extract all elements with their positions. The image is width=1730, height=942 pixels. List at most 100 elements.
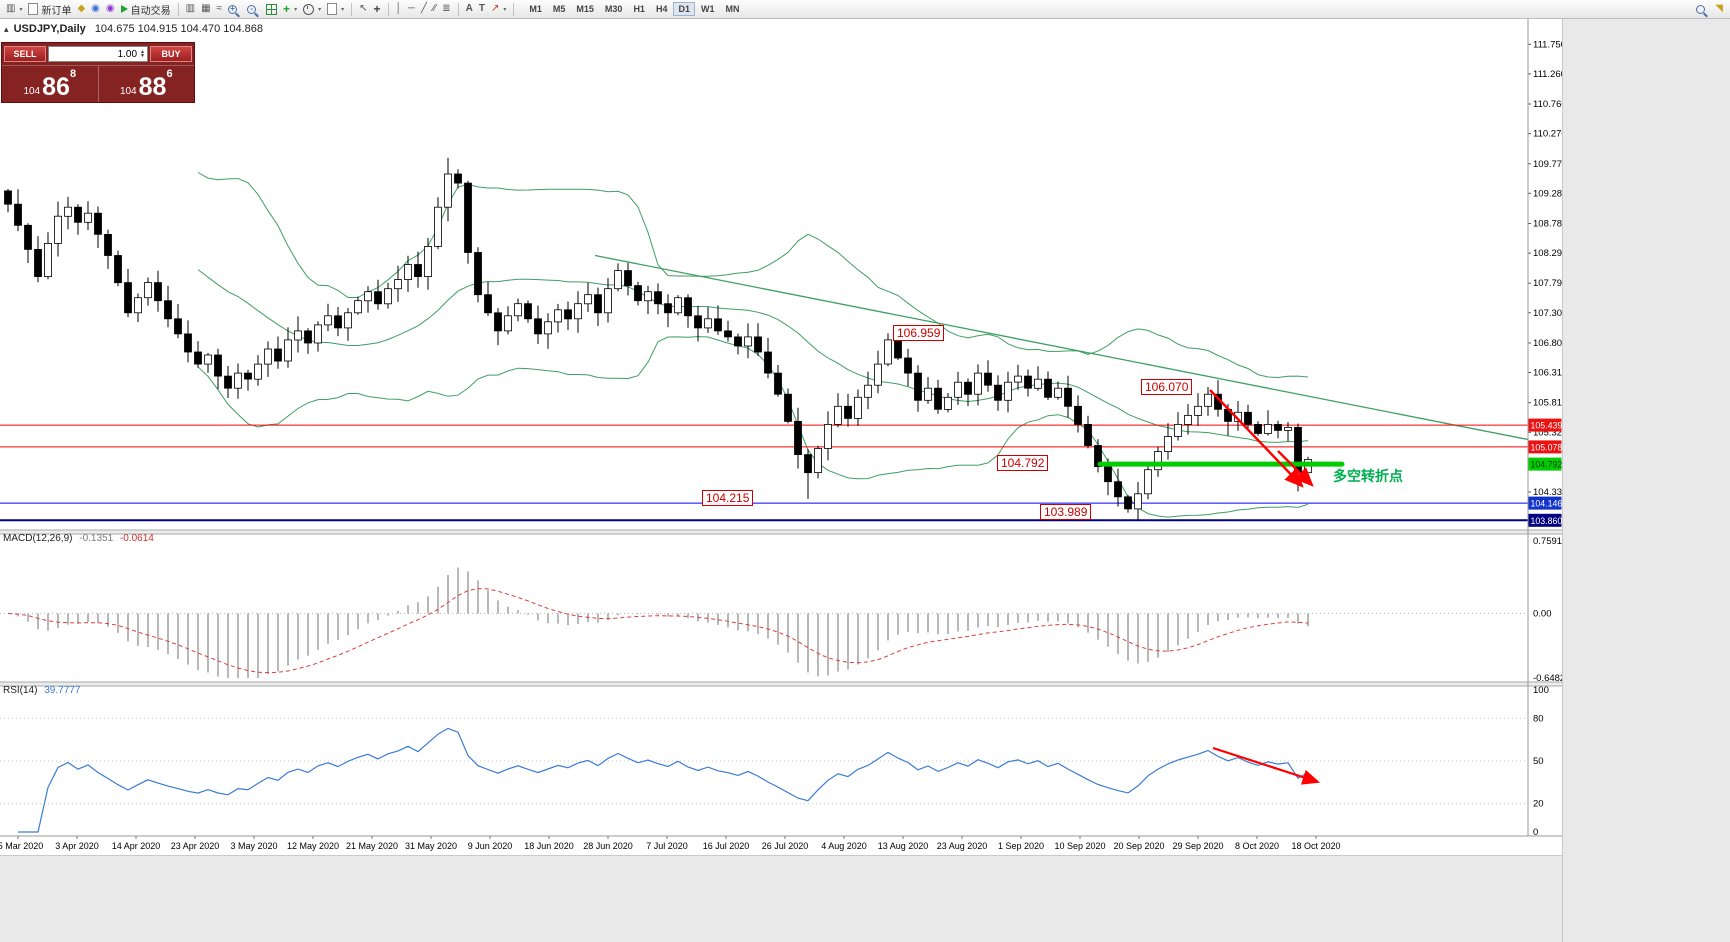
svg-text:20: 20: [1533, 799, 1544, 810]
text-button[interactable]: A: [463, 1, 476, 17]
chevron-down-icon: ▾: [318, 6, 322, 13]
new-chart-button[interactable]: ▥ ▾: [3, 1, 25, 17]
tile-windows-icon: [266, 3, 278, 15]
zoom-out-button[interactable]: -: [244, 1, 263, 17]
new-order-button[interactable]: 新订单: [25, 1, 74, 17]
descending-trendline[interactable]: [594, 254, 1529, 441]
volume-field[interactable]: 1.00 ▲ ▼: [48, 46, 148, 62]
svg-text:21 May 2020: 21 May 2020: [346, 841, 398, 851]
stepper-down-icon[interactable]: ▼: [140, 53, 145, 59]
timeframe-h1[interactable]: H1: [633, 4, 645, 14]
vertical-line-button[interactable]: │: [393, 1, 405, 17]
arrange-windows-button[interactable]: [263, 1, 280, 17]
channel-button[interactable]: ∕∕: [430, 1, 439, 17]
sell-button[interactable]: SELL: [4, 46, 46, 62]
svg-text:107.300: 107.300: [1533, 308, 1562, 319]
svg-text:9 Jun 2020: 9 Jun 2020: [468, 841, 513, 851]
line-chart-button[interactable]: ≈: [214, 1, 226, 17]
timeframe-w1[interactable]: W1: [700, 4, 715, 14]
timeframe-m30[interactable]: M30: [604, 4, 623, 14]
toolbar: ▥ ▾ 新订单 ◆ ◉ ◉ 自动交易 ▥ ▦ ≈ + - + ▾ ▾ ▾ ↖ + │…: [0, 0, 1730, 19]
search-button[interactable]: [1693, 1, 1712, 17]
timeframe-m1[interactable]: M1: [529, 4, 542, 14]
bar-chart-button[interactable]: ▥: [183, 1, 198, 17]
text-label-button[interactable]: T: [476, 1, 488, 17]
svg-text:8 Oct 2020: 8 Oct 2020: [1235, 841, 1279, 851]
price-annotation[interactable]: 104.792: [997, 455, 1049, 471]
timeframe-mn[interactable]: MN: [725, 4, 740, 14]
timeframe-m15[interactable]: M15: [576, 4, 594, 14]
market-button[interactable]: ◉: [103, 1, 118, 17]
indicator-plus-icon: +: [283, 2, 291, 16]
toolbar-separator: [457, 2, 459, 16]
macd-signal-value: -0.0614: [119, 533, 154, 544]
candlesticks: [4, 157, 1312, 521]
svg-text:20 Sep 2020: 20 Sep 2020: [1113, 841, 1164, 851]
timeframe-d1[interactable]: D1: [673, 2, 695, 16]
sell-price-big: 86: [42, 73, 70, 101]
periods-button[interactable]: ▾: [300, 1, 324, 17]
autotrading-button[interactable]: 自动交易: [118, 1, 174, 17]
chevron-down-icon: ▾: [503, 6, 507, 13]
price-annotation[interactable]: 103.989: [1040, 504, 1092, 520]
chart-window[interactable]: 111.750 111.260 110.760 110.270 109.770 109.2…: [0, 19, 1562, 855]
svg-text:106.800: 106.800: [1533, 338, 1562, 349]
price-annotation[interactable]: 106.959: [893, 325, 945, 341]
horizontal-level-lines[interactable]: [0, 424, 1528, 522]
community-icon: ◉: [91, 3, 100, 14]
svg-text:1 Sep 2020: 1 Sep 2020: [998, 841, 1044, 851]
trend-arrows[interactable]: [1209, 389, 1314, 488]
zoom-in-button[interactable]: +: [225, 1, 244, 17]
cursor-icon: ↖: [359, 3, 368, 14]
buy-price[interactable]: 104 88 6: [99, 66, 195, 102]
svg-text:111.750: 111.750: [1533, 39, 1562, 50]
cursor-button[interactable]: ↖: [356, 1, 370, 17]
chart-symbol-icon: ▴: [4, 24, 9, 34]
svg-text:100: 100: [1533, 685, 1549, 696]
price-annotation[interactable]: 106.070: [1141, 379, 1193, 395]
indicators-button[interactable]: + ▾: [280, 1, 300, 17]
toolbar-separator: [177, 2, 179, 16]
metaeditor-icon: ◆: [77, 3, 86, 14]
time-axis: 25 Mar 2020 3 Apr 2020 14 Apr 2020 23 Apr 2…: [0, 835, 1562, 851]
metaeditor-button[interactable]: ◆: [74, 1, 88, 17]
fibonacci-button[interactable]: ≣: [439, 1, 453, 17]
workspace-background-bottom: [0, 855, 1562, 942]
svg-text:110.270: 110.270: [1533, 129, 1562, 140]
new-order-label: 新订单: [41, 5, 72, 17]
svg-text:4 Aug 2020: 4 Aug 2020: [821, 841, 867, 851]
svg-text:28 Jun 2020: 28 Jun 2020: [583, 841, 633, 851]
bar-chart-icon: ▥: [185, 3, 196, 14]
svg-text:105.810: 105.810: [1533, 398, 1562, 409]
toolbar-right: ◥: [1693, 1, 1726, 17]
buy-button[interactable]: BUY: [150, 46, 192, 62]
sell-price[interactable]: 104 86 8: [2, 66, 98, 102]
search-icon: [1696, 4, 1706, 14]
widget-divider: [97, 66, 99, 102]
price-annotation[interactable]: 104.215: [702, 490, 754, 506]
rsi-indicator: 100 80 50 20 0: [0, 685, 1549, 838]
horizontal-line-button[interactable]: ─: [405, 1, 418, 17]
timeframe-h4[interactable]: H4: [655, 4, 668, 14]
templates-button[interactable]: ▾: [324, 1, 347, 17]
trendline-icon: ╱: [420, 3, 427, 14]
play-icon: [120, 5, 128, 13]
svg-text:0: 0: [1533, 827, 1538, 838]
svg-text:106.310: 106.310: [1533, 368, 1562, 379]
candlestick-button[interactable]: ▦: [198, 1, 213, 17]
arrows-button[interactable]: ↗ ▾: [488, 1, 509, 17]
timeframe-m5[interactable]: M5: [552, 4, 566, 14]
community-button[interactable]: ◉: [88, 1, 103, 17]
volume-stepper[interactable]: ▲ ▼: [140, 49, 145, 59]
rsi-trend-arrow[interactable]: [1212, 746, 1321, 785]
trendline-button[interactable]: ╱: [418, 1, 430, 17]
svg-text:110.760: 110.760: [1533, 99, 1562, 110]
svg-text:10 Sep 2020: 10 Sep 2020: [1054, 841, 1105, 851]
svg-text:103.860: 103.860: [1531, 516, 1563, 526]
stepper-up-icon[interactable]: ▲: [140, 49, 145, 55]
svg-text:105.078: 105.078: [1531, 442, 1563, 452]
macd-label: MACD(12,26,9) -0.1351 -0.0614: [3, 533, 154, 544]
crosshair-button[interactable]: +: [371, 1, 384, 17]
toolbar-overflow-button[interactable]: ◥: [1712, 1, 1726, 17]
turning-point-annotation[interactable]: 多空转折点: [1333, 468, 1403, 484]
